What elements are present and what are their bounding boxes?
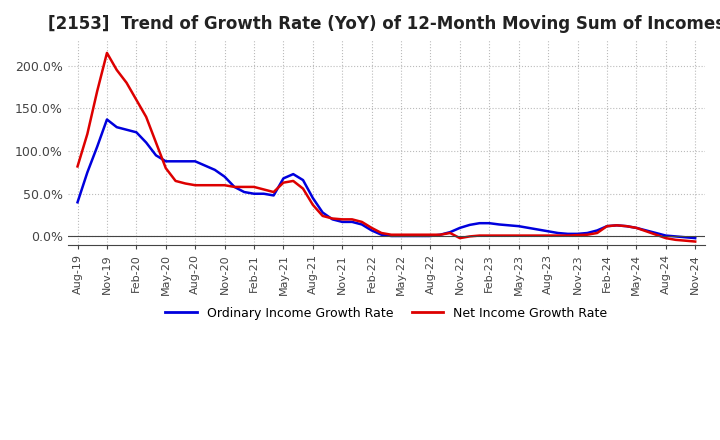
Ordinary Income Growth Rate	[161, 159, 170, 164]
Ordinary Income Growth Rate	[475, 220, 484, 226]
Ordinary Income Growth Rate	[426, 233, 435, 238]
Title: [2153]  Trend of Growth Rate (YoY) of 12-Month Moving Sum of Incomes: [2153] Trend of Growth Rate (YoY) of 12-…	[48, 15, 720, 33]
Net Income Growth Rate	[387, 232, 395, 237]
Ordinary Income Growth Rate	[338, 219, 346, 224]
Legend: Ordinary Income Growth Rate, Net Income Growth Rate: Ordinary Income Growth Rate, Net Income …	[161, 302, 612, 325]
Ordinary Income Growth Rate	[387, 233, 395, 238]
Net Income Growth Rate	[426, 232, 435, 237]
Line: Ordinary Income Growth Rate: Ordinary Income Growth Rate	[78, 120, 696, 238]
Net Income Growth Rate	[103, 50, 112, 55]
Ordinary Income Growth Rate	[485, 220, 494, 226]
Net Income Growth Rate	[691, 239, 700, 244]
Ordinary Income Growth Rate	[73, 200, 82, 205]
Net Income Growth Rate	[73, 164, 82, 169]
Net Income Growth Rate	[475, 233, 484, 238]
Net Income Growth Rate	[161, 165, 170, 171]
Net Income Growth Rate	[338, 217, 346, 222]
Line: Net Income Growth Rate: Net Income Growth Rate	[78, 53, 696, 242]
Ordinary Income Growth Rate	[103, 117, 112, 122]
Net Income Growth Rate	[485, 233, 494, 238]
Ordinary Income Growth Rate	[691, 235, 700, 241]
